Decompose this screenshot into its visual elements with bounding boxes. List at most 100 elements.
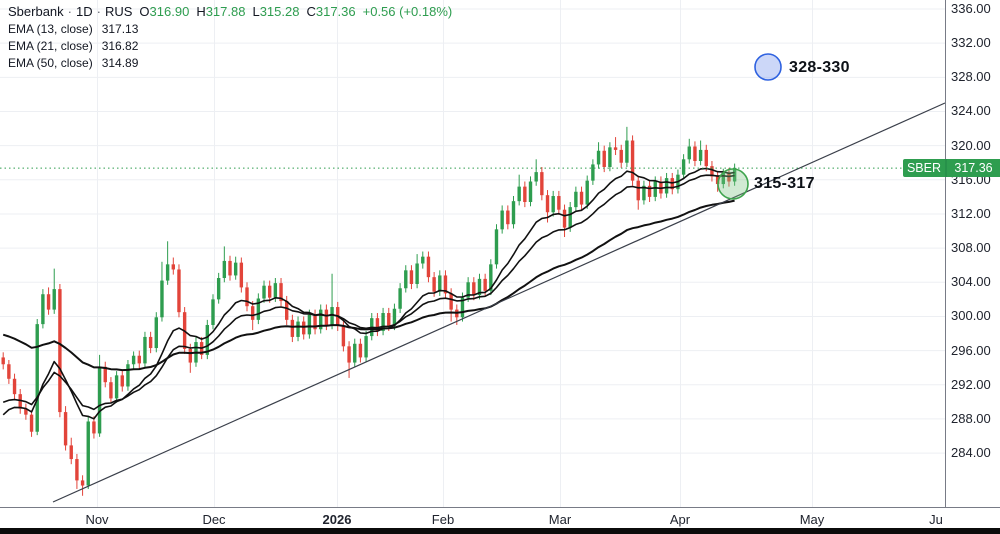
candle-body <box>330 307 334 325</box>
candle-body <box>732 167 737 182</box>
candle-body <box>693 146 697 162</box>
candle-body <box>619 149 623 163</box>
resistance-circle[interactable] <box>754 53 782 81</box>
time-axis-label: Apr <box>669 512 691 527</box>
candle-body <box>63 412 68 446</box>
candle-body <box>500 210 504 230</box>
price-axis-label: 328.00 <box>951 69 991 85</box>
trendline[interactable] <box>52 102 946 503</box>
indicator-row-ema50[interactable]: EMA (50, close) 314.89 <box>8 55 452 71</box>
badge-divider <box>945 159 947 178</box>
ema-21-line[interactable] <box>2 174 735 411</box>
candle-body <box>715 176 720 185</box>
candle-body <box>585 180 589 205</box>
candle-body <box>52 289 56 310</box>
candle-body <box>307 314 312 335</box>
candle-body <box>319 309 323 330</box>
close-value: C317.36 <box>306 4 356 19</box>
candle-body <box>551 196 555 213</box>
candle-body <box>426 256 431 278</box>
candle-body <box>591 164 595 181</box>
price-axis-label: 312.00 <box>951 205 991 221</box>
candle-body <box>506 210 510 225</box>
candle-body <box>596 150 601 165</box>
candle-body <box>341 325 346 347</box>
indicator-row-ema21[interactable]: EMA (21, close) 316.82 <box>8 38 452 54</box>
candle-body <box>313 314 317 330</box>
candle-body <box>285 301 289 320</box>
candle-body <box>7 364 11 379</box>
symbol-name[interactable]: Sberbank <box>8 4 64 19</box>
candle-body <box>211 299 215 325</box>
candle-body <box>120 375 124 387</box>
price-axis-label: 296.00 <box>951 342 991 358</box>
candle-body <box>148 336 153 349</box>
candle-body <box>296 321 300 337</box>
resistance-zone-label[interactable]: 328-330 <box>789 59 850 76</box>
market-label: RUS <box>104 4 133 19</box>
window-bottom-border <box>0 528 1000 534</box>
candle-body <box>177 269 181 313</box>
candle-body <box>398 288 402 309</box>
time-axis-label: Nov <box>85 512 109 527</box>
candle-body <box>472 282 476 296</box>
last-price-value: 317.36 <box>947 159 1000 178</box>
candle-body <box>443 275 448 294</box>
candle-body <box>381 313 385 331</box>
candle-body <box>137 355 141 364</box>
low-value: L315.28 <box>252 4 300 19</box>
candle-body <box>528 181 533 203</box>
candle-body <box>404 270 408 289</box>
indicator-label: EMA (50, close) <box>8 56 93 70</box>
separator-dot: · <box>96 4 101 19</box>
candle-body <box>358 343 363 358</box>
support-zone-label[interactable]: 315-317 <box>754 175 815 192</box>
candle-body <box>653 181 657 197</box>
candle-body <box>534 172 538 182</box>
price-axis-label: 320.00 <box>951 137 991 153</box>
candle-body <box>41 294 45 325</box>
time-axis-label: May <box>799 512 825 527</box>
indicator-row-ema13[interactable]: EMA (13, close) 317.13 <box>8 21 452 37</box>
candle-body <box>347 346 351 363</box>
time-axis-label: Ju <box>929 512 943 527</box>
change-value: +0.56 (+0.18%) <box>362 4 453 19</box>
candle-body <box>154 317 158 349</box>
candle-body <box>574 191 578 208</box>
candle-body <box>302 321 306 335</box>
price-axis-label: 308.00 <box>951 240 991 256</box>
ema-13-line[interactable] <box>2 167 735 420</box>
candle-body <box>545 195 550 213</box>
candle-body <box>727 172 731 182</box>
candle-body <box>233 262 238 276</box>
chart-legend: Sberbank · 1D · RUS O316.90 H317.88 L315.28 … <box>8 4 452 71</box>
ema-50-line[interactable] <box>2 199 735 372</box>
candle-body <box>477 278 482 296</box>
candle-body <box>228 260 232 276</box>
candle-body <box>205 324 210 355</box>
candle-body <box>24 408 28 415</box>
price-axis-label: 336.00 <box>951 1 991 16</box>
candle-body <box>29 414 34 432</box>
candle-body <box>103 366 107 383</box>
candle-body <box>432 277 436 292</box>
candle-body <box>69 445 73 460</box>
candle-body <box>239 262 244 288</box>
candle-body <box>710 166 714 177</box>
price-axis-label: 284.00 <box>951 445 991 461</box>
candle-body <box>12 378 17 395</box>
ticker-tag: SBER <box>903 159 945 178</box>
timeframe-label[interactable]: 1D <box>76 4 93 19</box>
price-axis-label: 332.00 <box>951 35 991 51</box>
candle-body <box>698 149 703 162</box>
candle-body <box>375 318 380 331</box>
candle-body <box>608 147 612 167</box>
candle-body <box>18 394 22 409</box>
support-circle[interactable] <box>717 168 749 200</box>
open-value: O316.90 <box>139 4 190 19</box>
candle-body <box>449 293 453 310</box>
candle-body <box>540 172 544 196</box>
symbol-row[interactable]: Sberbank · 1D · RUS O316.90 H317.88 L315.28 … <box>8 4 452 20</box>
candle-body <box>613 147 618 150</box>
